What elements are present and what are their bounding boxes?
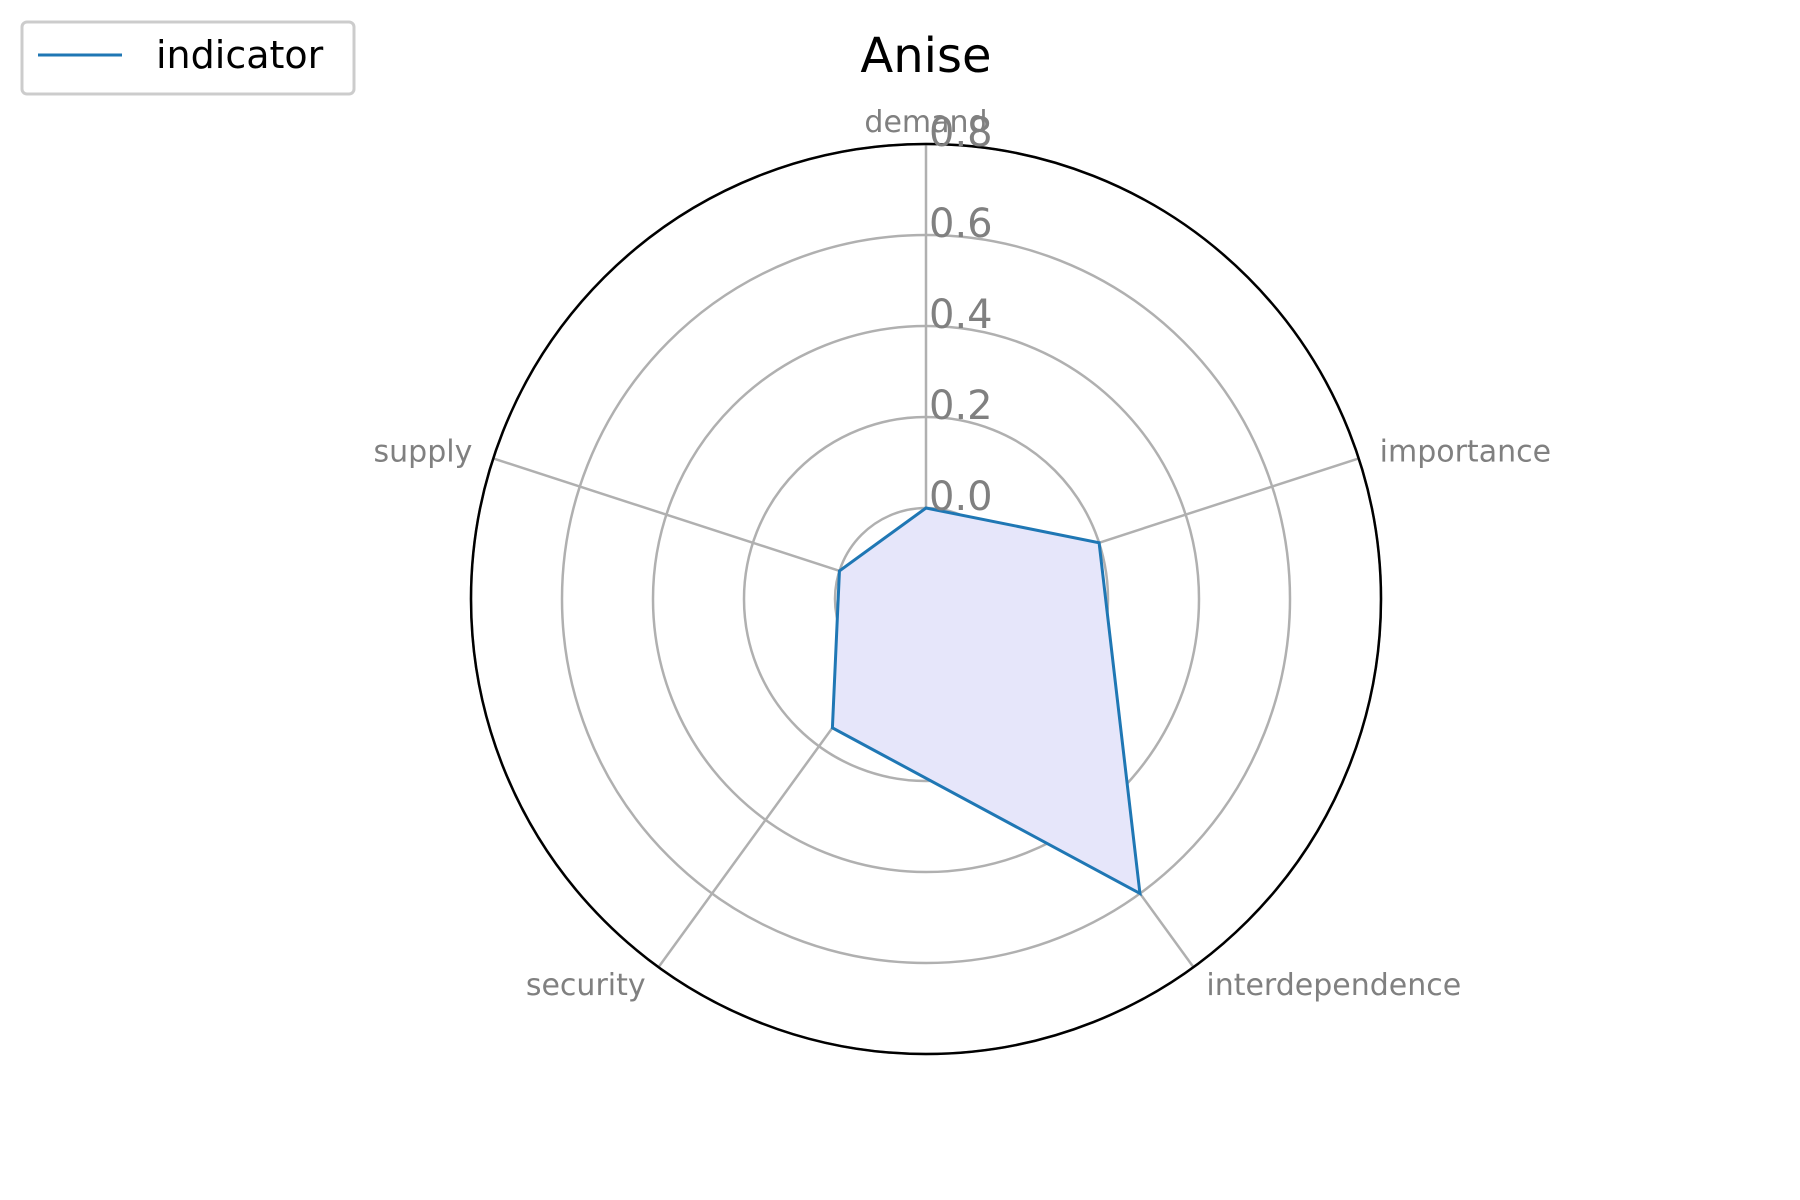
chart-title: Anise	[860, 28, 991, 84]
axis-label-security: security	[526, 968, 646, 1003]
axis-label-importance: importance	[1380, 435, 1551, 470]
axis-label-interdependence: interdependence	[1206, 968, 1461, 1003]
rtick-label-0: 0.0	[929, 474, 993, 520]
rtick-label-4: 0.8	[929, 110, 993, 156]
legend-box	[20, 20, 356, 96]
polar-frame	[469, 142, 1383, 1056]
rtick-label-3: 0.6	[929, 201, 993, 247]
axis-label-supply: supply	[374, 435, 473, 470]
rtick-label-2: 0.4	[929, 292, 993, 338]
series-layer	[830, 506, 1142, 897]
rtick-label-1: 0.2	[929, 383, 993, 429]
axis-label-demand: demand	[864, 105, 987, 140]
frame-layer	[469, 142, 1383, 1056]
legend: indicator	[20, 20, 356, 96]
legend-label: indicator	[156, 33, 324, 77]
series-fill-0	[832, 508, 1140, 894]
series-line-0	[830, 506, 1142, 897]
